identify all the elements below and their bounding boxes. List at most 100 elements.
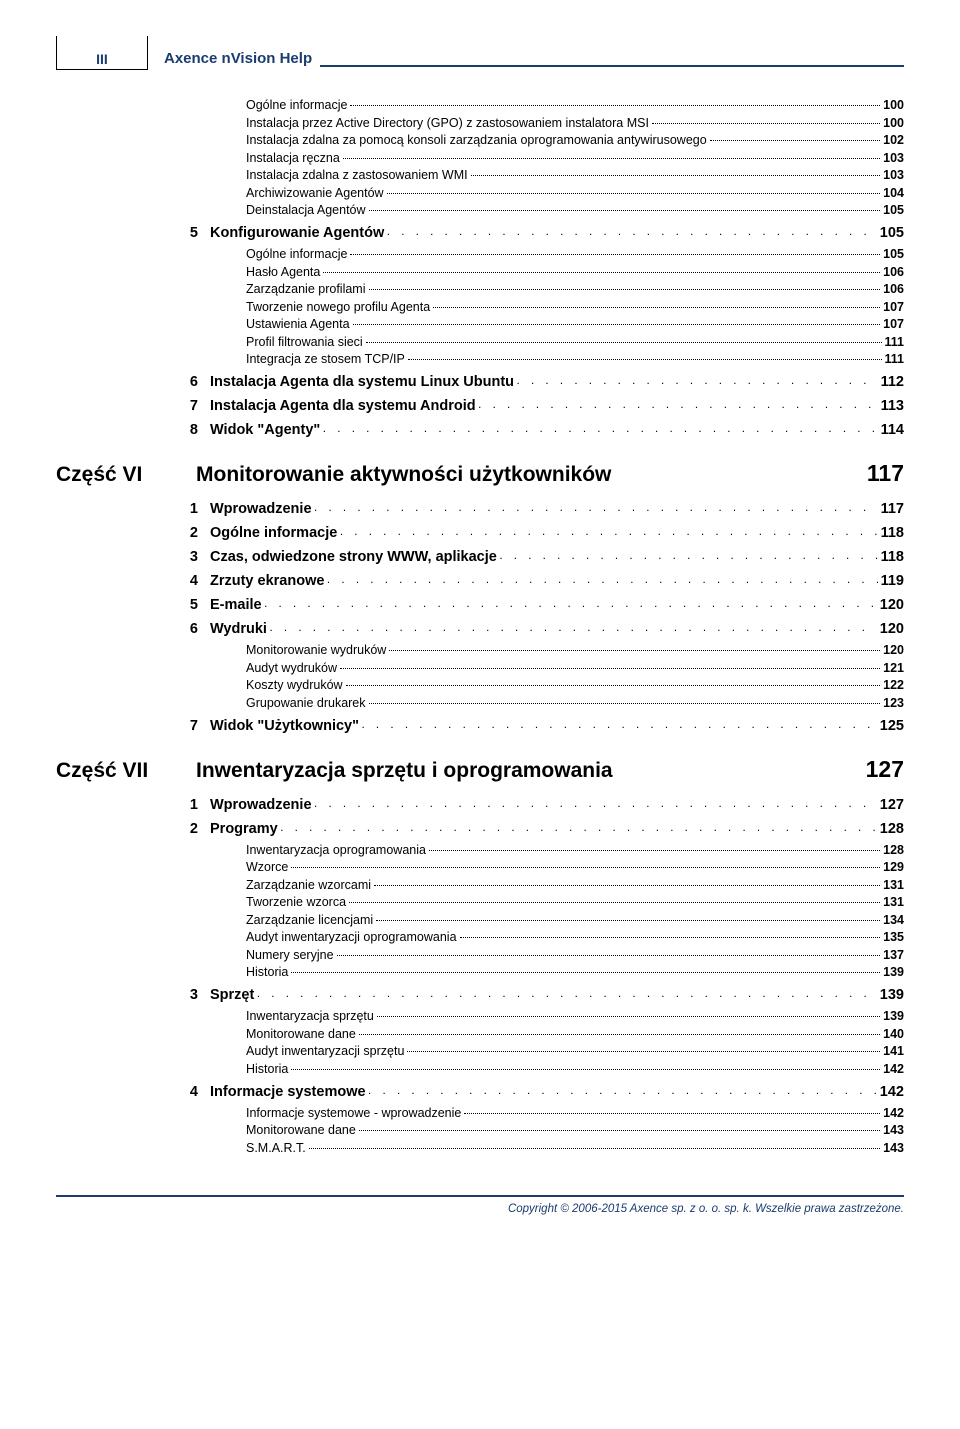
toc-entry-l3[interactable]: Tworzenie nowego profilu Agenta107 — [56, 300, 904, 314]
toc-entry-l2[interactable]: 2Ogólne informacje118 — [56, 525, 904, 541]
toc-leader — [366, 342, 882, 343]
toc-leader — [350, 105, 880, 106]
toc-number: 7 — [56, 398, 210, 414]
toc-entry-l2[interactable]: 1Wprowadzenie127 — [56, 797, 904, 813]
toc-page: 143 — [883, 1141, 904, 1155]
toc-page: 128 — [880, 821, 904, 837]
toc-label: Wydruki — [210, 621, 267, 637]
toc-page: 131 — [883, 878, 904, 892]
toc-entry-l2[interactable]: 6Wydruki120 — [56, 621, 904, 637]
toc-leader — [265, 600, 877, 609]
toc-label: Instalacja Agenta dla systemu Android — [210, 398, 476, 414]
toc-entry-l3[interactable]: Wzorce129 — [56, 860, 904, 874]
toc-entry-l3[interactable]: Audyt wydruków121 — [56, 661, 904, 675]
toc-page: 140 — [883, 1027, 904, 1041]
toc-entry-l3[interactable]: Monitorowanie wydruków120 — [56, 643, 904, 657]
toc-entry-l2[interactable]: 6Instalacja Agenta dla systemu Linux Ubu… — [56, 374, 904, 390]
toc-label: Ogólne informacje — [210, 525, 337, 541]
toc-page: 100 — [883, 98, 904, 112]
toc-entry-l2[interactable]: 4Informacje systemowe142 — [56, 1084, 904, 1100]
toc-entry-l3[interactable]: Zarządzanie wzorcami131 — [56, 878, 904, 892]
toc-entry-l2[interactable]: 8Widok "Agenty"114 — [56, 422, 904, 438]
toc-entry-l1[interactable]: Część VIIInwentaryzacja sprzętu i oprogr… — [56, 756, 904, 783]
toc-label: Ogólne informacje — [56, 247, 347, 261]
toc-page: 137 — [883, 948, 904, 962]
toc-entry-l3[interactable]: Historia142 — [56, 1062, 904, 1076]
toc-entry-l2[interactable]: 3Sprzęt139 — [56, 987, 904, 1003]
toc-entry-l3[interactable]: Zarządzanie profilami106 — [56, 282, 904, 296]
toc-label: Tworzenie nowego profilu Agenta — [56, 300, 430, 314]
toc-number: 5 — [56, 597, 210, 613]
toc-page: 112 — [881, 374, 904, 390]
toc-label: Ogólne informacje — [56, 98, 347, 112]
toc-entry-l3[interactable]: Zarządzanie licencjami134 — [56, 913, 904, 927]
toc-entry-l3[interactable]: Integracja ze stosem TCP/IP111 — [56, 352, 904, 366]
toc-entry-l3[interactable]: Instalacja przez Active Directory (GPO) … — [56, 116, 904, 130]
toc-entry-l3[interactable]: Deinstalacja Agentów105 — [56, 203, 904, 217]
toc-leader — [315, 504, 878, 513]
toc-page: 143 — [883, 1123, 904, 1137]
toc-entry-l2[interactable]: 1Wprowadzenie117 — [56, 501, 904, 517]
toc-leader — [369, 289, 881, 290]
toc-entry-l3[interactable]: Profil filtrowania sieci111 — [56, 335, 904, 349]
toc-leader — [369, 210, 881, 211]
toc-entry-l3[interactable]: Archiwizowanie Agentów104 — [56, 186, 904, 200]
toc-leader — [346, 685, 881, 686]
toc-entry-l3[interactable]: Inwentaryzacja oprogramowania128 — [56, 843, 904, 857]
toc-entry-l3[interactable]: Hasło Agenta 106 — [56, 265, 904, 279]
toc-page: 106 — [883, 265, 904, 279]
toc-entry-l3[interactable]: Ustawienia Agenta107 — [56, 317, 904, 331]
page-header: III Axence nVision Help — [56, 50, 904, 70]
toc-label: Monitorowane dane — [56, 1027, 356, 1041]
toc-entry-l3[interactable]: Ogólne informacje 100 — [56, 98, 904, 112]
toc-entry-l3[interactable]: S.M.A.R.T. 143 — [56, 1141, 904, 1155]
toc-entry-l3[interactable]: Grupowanie drukarek123 — [56, 696, 904, 710]
toc-entry-l3[interactable]: Instalacja ręczna103 — [56, 151, 904, 165]
toc-number: 3 — [56, 549, 210, 565]
toc-page: 142 — [883, 1106, 904, 1120]
toc-entry-l3[interactable]: Audyt inwentaryzacji oprogramowania135 — [56, 930, 904, 944]
toc-entry-l3[interactable]: Historia139 — [56, 965, 904, 979]
toc-page: 111 — [885, 352, 904, 366]
toc-page: 103 — [883, 168, 904, 182]
toc-label: S.M.A.R.T. — [56, 1141, 306, 1155]
toc-entry-l3[interactable]: Informacje systemowe - wprowadzenie142 — [56, 1106, 904, 1120]
toc-part: Część VI — [56, 463, 196, 487]
toc-page: 127 — [866, 756, 904, 783]
toc-number: 2 — [56, 525, 210, 541]
toc-page: 135 — [883, 930, 904, 944]
toc-entry-l3[interactable]: Tworzenie wzorca131 — [56, 895, 904, 909]
toc-page: 120 — [883, 643, 904, 657]
toc-label: Hasło Agenta — [56, 265, 320, 279]
toc-page: 123 — [883, 696, 904, 710]
toc-leader — [479, 401, 878, 410]
toc-entry-l1[interactable]: Część VIMonitorowanie aktywności użytkow… — [56, 460, 904, 487]
toc-page: 120 — [880, 621, 904, 637]
toc-leader — [517, 377, 878, 386]
toc-page: 105 — [883, 203, 904, 217]
toc-label: Inwentaryzacja oprogramowania — [56, 843, 426, 857]
toc-leader — [429, 850, 880, 851]
toc-entry-l2[interactable]: 4Zrzuty ekranowe119 — [56, 573, 904, 589]
toc-entry-l3[interactable]: Instalacja zdalna za pomocą konsoli zarz… — [56, 133, 904, 147]
toc-entry-l2[interactable]: 3Czas, odwiedzone strony WWW, aplikacje1… — [56, 549, 904, 565]
toc-label: Zarządzanie licencjami — [56, 913, 373, 927]
toc-entry-l3[interactable]: Monitorowane dane 140 — [56, 1027, 904, 1041]
toc-entry-l3[interactable]: Numery seryjne 137 — [56, 948, 904, 962]
toc-entry-l3[interactable]: Instalacja zdalna z zastosowaniem WMI103 — [56, 168, 904, 182]
toc-entry-l3[interactable]: Monitorowane dane143 — [56, 1123, 904, 1137]
toc-page: 100 — [883, 116, 904, 130]
toc-entry-l2[interactable]: 5E-maile120 — [56, 597, 904, 613]
toc-entry-l3[interactable]: Koszty wydruków122 — [56, 678, 904, 692]
toc-label: Numery seryjne — [56, 948, 334, 962]
toc-label: Zarządzanie profilami — [56, 282, 366, 296]
toc-entry-l2[interactable]: 2Programy128 — [56, 821, 904, 837]
toc-entry-l2[interactable]: 5Konfigurowanie Agentów105 — [56, 225, 904, 241]
toc-entry-l3[interactable]: Ogólne informacje105 — [56, 247, 904, 261]
toc-entry-l2[interactable]: 7Instalacja Agenta dla systemu Android11… — [56, 398, 904, 414]
toc-entry-l2[interactable]: 7Widok "Użytkownicy"125 — [56, 718, 904, 734]
toc-leader — [281, 824, 877, 833]
toc-label: Czas, odwiedzone strony WWW, aplikacje — [210, 549, 497, 565]
toc-entry-l3[interactable]: Inwentaryzacja sprzętu139 — [56, 1009, 904, 1023]
toc-entry-l3[interactable]: Audyt inwentaryzacji sprzętu141 — [56, 1044, 904, 1058]
